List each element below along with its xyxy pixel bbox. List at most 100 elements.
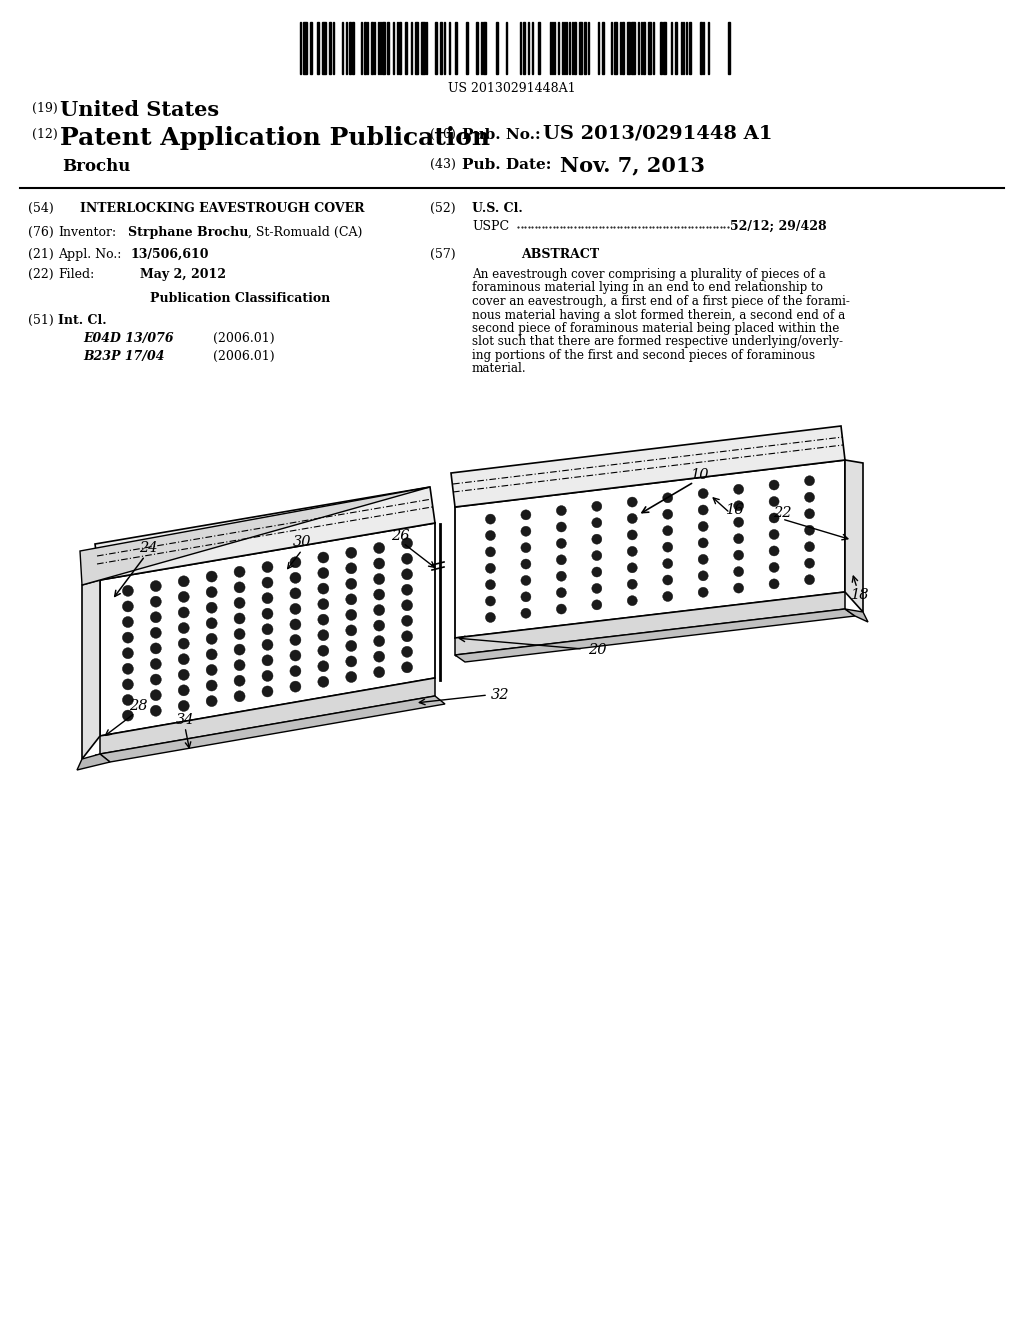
Bar — [476, 22, 478, 74]
Circle shape — [592, 599, 602, 610]
Polygon shape — [451, 426, 845, 507]
Circle shape — [485, 513, 496, 524]
Circle shape — [401, 615, 413, 626]
Circle shape — [178, 685, 189, 696]
Circle shape — [234, 690, 245, 702]
Bar — [303, 22, 307, 74]
Circle shape — [521, 609, 530, 618]
Circle shape — [206, 586, 217, 598]
Circle shape — [592, 535, 602, 544]
Circle shape — [521, 543, 530, 553]
Bar — [455, 22, 457, 74]
Circle shape — [485, 546, 496, 557]
Circle shape — [592, 568, 602, 577]
Text: slot such that there are formed respective underlying/overly-: slot such that there are formed respecti… — [472, 335, 843, 348]
Circle shape — [556, 539, 566, 548]
Circle shape — [556, 587, 566, 598]
Text: US 2013/0291448 A1: US 2013/0291448 A1 — [543, 125, 772, 143]
Circle shape — [346, 640, 356, 652]
Circle shape — [805, 508, 814, 519]
Bar — [675, 22, 677, 74]
Bar — [614, 22, 617, 74]
Circle shape — [262, 655, 273, 665]
Circle shape — [178, 607, 189, 618]
Circle shape — [698, 506, 709, 515]
Text: U.S. Cl.: U.S. Cl. — [472, 202, 522, 215]
Text: (12): (12) — [32, 128, 57, 141]
Circle shape — [485, 564, 496, 573]
Text: B23P 17/04: B23P 17/04 — [83, 350, 165, 363]
Bar — [689, 22, 691, 74]
Bar — [663, 22, 666, 74]
Bar — [466, 22, 468, 74]
Circle shape — [151, 643, 162, 653]
Circle shape — [290, 635, 301, 645]
Circle shape — [401, 585, 413, 595]
Circle shape — [521, 510, 530, 520]
Text: ing portions of the first and second pieces of foraminous: ing portions of the first and second pie… — [472, 348, 815, 362]
Text: INTERLOCKING EAVESTROUGH COVER: INTERLOCKING EAVESTROUGH COVER — [80, 202, 365, 215]
Circle shape — [733, 517, 743, 527]
Text: 20: 20 — [588, 643, 606, 657]
Text: 34: 34 — [176, 713, 195, 727]
Text: (52): (52) — [430, 202, 456, 215]
Circle shape — [374, 605, 385, 615]
Circle shape — [234, 566, 245, 577]
Circle shape — [698, 521, 709, 532]
Circle shape — [628, 562, 637, 573]
Bar — [728, 22, 730, 74]
Bar — [496, 22, 498, 74]
Circle shape — [805, 525, 814, 535]
Circle shape — [262, 686, 273, 697]
Circle shape — [206, 664, 217, 676]
Text: (2006.01): (2006.01) — [213, 333, 274, 345]
Bar — [371, 22, 373, 74]
Circle shape — [123, 585, 133, 597]
Circle shape — [178, 669, 189, 680]
Text: 24: 24 — [138, 541, 158, 554]
Circle shape — [521, 560, 530, 569]
Circle shape — [262, 624, 273, 635]
Circle shape — [206, 634, 217, 644]
Circle shape — [401, 661, 413, 673]
Text: foraminous material lying in an end to end relationship to: foraminous material lying in an end to e… — [472, 281, 823, 294]
Text: 22: 22 — [773, 506, 792, 520]
Text: 13/506,610: 13/506,610 — [131, 248, 210, 261]
Circle shape — [346, 624, 356, 636]
Text: (21): (21) — [28, 248, 53, 261]
Circle shape — [663, 510, 673, 519]
Circle shape — [290, 603, 301, 614]
Circle shape — [628, 498, 637, 507]
Text: 32: 32 — [490, 688, 509, 702]
Circle shape — [663, 525, 673, 536]
Text: United States: United States — [60, 100, 219, 120]
Circle shape — [769, 562, 779, 573]
Text: (2006.01): (2006.01) — [213, 350, 274, 363]
Circle shape — [592, 583, 602, 594]
Circle shape — [123, 648, 133, 659]
Text: material.: material. — [472, 363, 526, 375]
Bar — [322, 22, 326, 74]
Bar — [310, 22, 312, 74]
Circle shape — [234, 612, 245, 624]
Polygon shape — [455, 609, 855, 663]
Circle shape — [317, 630, 329, 640]
Text: Publication Classification: Publication Classification — [150, 292, 331, 305]
Bar — [364, 22, 366, 74]
Circle shape — [769, 546, 779, 556]
Polygon shape — [100, 678, 435, 754]
Circle shape — [346, 548, 356, 558]
Polygon shape — [80, 487, 430, 585]
Bar — [627, 22, 630, 74]
Circle shape — [346, 562, 356, 574]
Bar — [602, 22, 604, 74]
Text: 52/12; 29/428: 52/12; 29/428 — [730, 220, 826, 234]
Circle shape — [769, 579, 779, 589]
Circle shape — [521, 591, 530, 602]
Bar — [483, 22, 486, 74]
Circle shape — [262, 639, 273, 651]
Text: 28: 28 — [129, 700, 147, 713]
Bar — [387, 22, 389, 74]
Bar — [584, 22, 586, 74]
Circle shape — [262, 577, 273, 589]
